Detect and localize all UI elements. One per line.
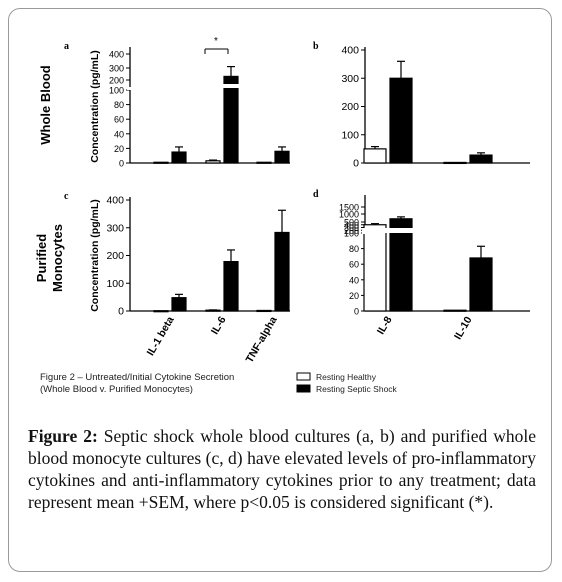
- bar-resting-healthy: [443, 161, 467, 165]
- y-tick-label: 300: [344, 223, 359, 233]
- y-tick-label: 80: [349, 244, 359, 254]
- panel-letter: a: [64, 41, 69, 52]
- legend-swatch-healthy: [296, 372, 311, 381]
- bar-resting-septic-shock: [469, 257, 493, 312]
- inner-caption-line: Figure 2 – Untreated/Initial Cytokine Se…: [40, 372, 234, 383]
- legend-label-septic: Resting Septic Shock: [316, 384, 398, 394]
- bar-resting-septic-shock: [469, 154, 493, 164]
- bar-resting-healthy: [363, 224, 387, 312]
- x-tick-label: IL-1 beta: [145, 314, 177, 358]
- panel-letter: b: [313, 41, 319, 52]
- caption-text: Septic shock whole blood cultures (a, b)…: [28, 426, 536, 512]
- x-tick-label: IL-8: [375, 314, 395, 336]
- bar-resting-septic-shock: [171, 297, 187, 312]
- y-tick-label: 40: [114, 129, 124, 139]
- y-tick-label: 0: [354, 307, 359, 317]
- y-tick-label: 200: [344, 226, 359, 236]
- significance-marker: *: [214, 36, 218, 47]
- y-tick-label: 100: [109, 86, 124, 96]
- inner-caption-line: (Whole Blood v. Purified Monocytes): [40, 384, 193, 395]
- y-tick-label: 20: [114, 144, 124, 154]
- bar-break: [220, 84, 240, 88]
- y-tick-label: 1000: [339, 210, 359, 220]
- row-label-whole-blood: Whole Blood: [38, 65, 53, 144]
- bar-resting-healthy: [153, 310, 169, 313]
- legend-swatch-septic: [296, 384, 311, 393]
- bar-break: [362, 228, 414, 233]
- y-tick-label: 200: [109, 76, 124, 86]
- y-tick-label: 80: [114, 100, 124, 110]
- bar-resting-healthy: [256, 161, 272, 164]
- row-label-monocytes: Monocytes: [50, 224, 65, 292]
- panel-letter: c: [64, 191, 69, 202]
- bar-resting-septic-shock: [274, 231, 290, 312]
- x-tick-label: TNF-alpha: [244, 314, 280, 365]
- y-tick-label: 200: [106, 250, 124, 262]
- y-tick-label: 100: [344, 229, 359, 239]
- x-tick-label: IL-6: [209, 314, 229, 336]
- y-tick-label: 400: [344, 220, 359, 230]
- y-tick-label: 60: [114, 115, 124, 125]
- bar-resting-septic-shock: [223, 75, 239, 164]
- y-axis-label: Concentration (pg/mL): [89, 50, 101, 163]
- y-tick-label: 100: [341, 129, 359, 141]
- bar-resting-healthy: [256, 309, 272, 313]
- y-tick-label: 20: [349, 291, 359, 301]
- y-tick-label: 200: [341, 101, 359, 113]
- bar-resting-healthy: [153, 161, 169, 164]
- y-tick-label: 1500: [339, 203, 359, 213]
- y-tick-label: 0: [353, 158, 359, 170]
- bar-resting-septic-shock: [389, 77, 413, 164]
- y-tick-label: 40: [349, 275, 359, 285]
- panel-letter: d: [313, 189, 319, 200]
- y-tick-label: 400: [109, 50, 124, 60]
- caption-label: Figure 2:: [28, 426, 98, 446]
- bar-resting-healthy: [443, 309, 467, 312]
- x-tick-label: IL-10: [452, 314, 475, 341]
- y-tick-label: 400: [106, 195, 124, 207]
- y-tick-label: 300: [109, 64, 124, 74]
- y-axis-label: Concentration (pg/mL): [89, 199, 101, 312]
- y-tick-label: 100: [106, 278, 124, 290]
- y-tick-label: 500: [344, 218, 359, 228]
- y-tick-label: 400: [341, 45, 359, 57]
- y-tick-label: 300: [341, 73, 359, 85]
- bar-resting-septic-shock: [171, 151, 187, 164]
- bar-resting-septic-shock: [223, 261, 239, 312]
- row-label-purified: Purified: [34, 234, 49, 282]
- y-tick-label: 60: [349, 260, 359, 270]
- bar-resting-healthy: [205, 160, 221, 164]
- y-tick-label: 0: [118, 306, 124, 318]
- legend-label-healthy: Resting Healthy: [316, 372, 377, 382]
- bar-resting-septic-shock: [274, 150, 290, 164]
- y-tick-label: 300: [106, 222, 124, 234]
- axis-break: [127, 87, 133, 90]
- y-tick-label: 0: [119, 159, 124, 169]
- figure-caption: Figure 2: Septic shock whole blood cultu…: [28, 425, 536, 513]
- bar-resting-healthy: [363, 148, 387, 164]
